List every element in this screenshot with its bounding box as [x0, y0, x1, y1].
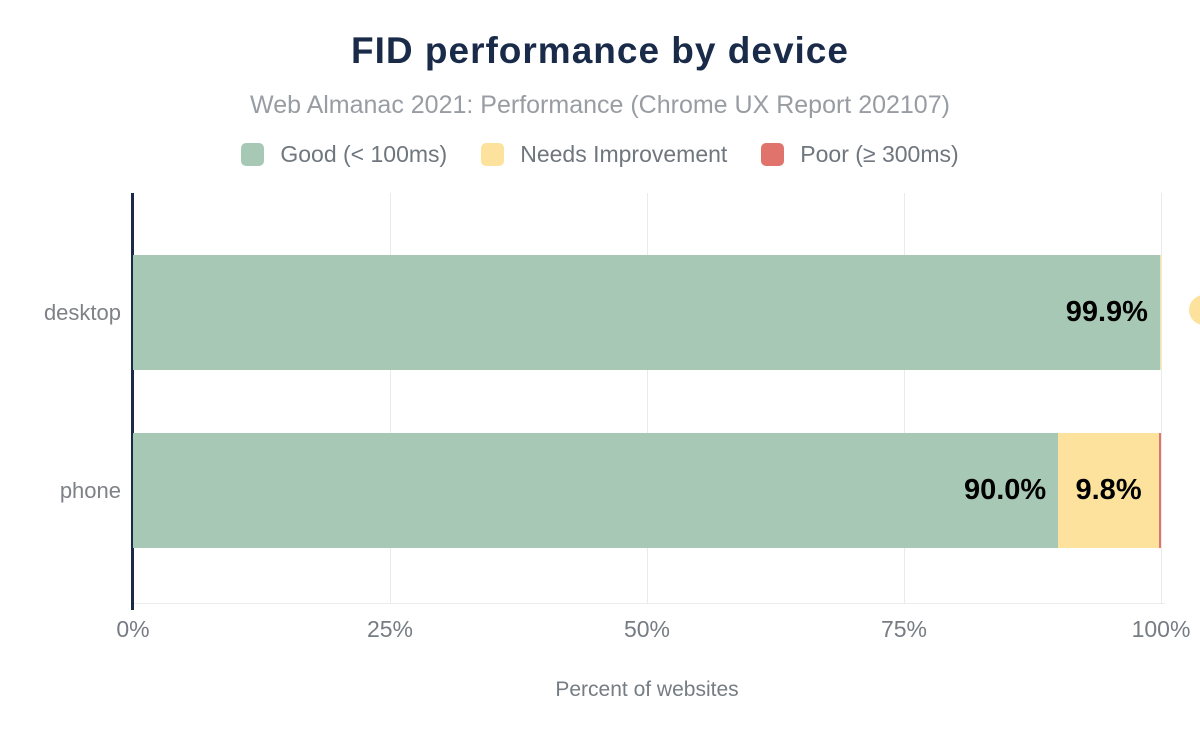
gridline-25	[390, 193, 391, 604]
value-label-phone-1: 9.8%	[1075, 474, 1142, 506]
legend-item-label: Good (< 100ms)	[280, 141, 448, 167]
legend-item-label: Needs Improvement	[520, 141, 728, 167]
bar-segment-phone-2	[1158, 433, 1161, 548]
bar-row-desktop: 99.9%	[133, 255, 1161, 370]
category-label-desktop: desktop	[43, 299, 121, 325]
value-label-desktop-0: 99.9%	[1065, 296, 1148, 328]
bar-segment-phone-1: 9.8%	[1058, 433, 1159, 548]
legend-item-0: Good (< 100ms)	[241, 141, 447, 168]
legend-item-1: Needs Improvement	[481, 141, 727, 168]
x-axis-line	[133, 603, 1165, 604]
x-axis-title: Percent of websites	[555, 678, 739, 701]
bar-segment-phone-0: 90.0%	[133, 433, 1059, 548]
x-tick-label-100: 100%	[1131, 616, 1191, 642]
legend: Good (< 100ms) Needs Improvement Poor (≥ 3…	[0, 141, 1200, 168]
gridline-100	[1161, 193, 1162, 604]
clipped-label-marker-icon	[1189, 295, 1200, 325]
x-tick-label-50: 50%	[623, 616, 671, 642]
chart-subtitle: Web Almanac 2021: Performance (Chrome UX…	[250, 91, 950, 119]
category-label-phone: phone	[59, 477, 121, 503]
gridline-50	[647, 193, 648, 604]
value-label-phone-0: 90.0%	[963, 474, 1047, 506]
bar-row-phone: 90.0% 9.8%	[133, 433, 1161, 548]
legend-swatch-icon	[241, 143, 265, 166]
plot-area: 99.9% 90.0% 9.8%	[131, 193, 1165, 610]
legend-swatch-icon	[481, 143, 505, 166]
legend-item-2: Poor (≥ 300ms)	[761, 141, 959, 168]
legend-swatch-icon	[761, 143, 785, 166]
x-tick-label-75: 75%	[880, 616, 928, 642]
bar-segment-desktop-0: 99.9%	[133, 255, 1160, 370]
gridline-75	[904, 193, 905, 604]
chart-title: FID performance by device	[351, 30, 849, 71]
x-tick-label-0: 0%	[116, 616, 150, 642]
y-axis-line	[131, 193, 134, 610]
bar-segment-desktop-1	[1159, 255, 1161, 370]
x-tick-label-25: 25%	[366, 616, 414, 642]
legend-item-label: Poor (≥ 300ms)	[800, 141, 959, 167]
